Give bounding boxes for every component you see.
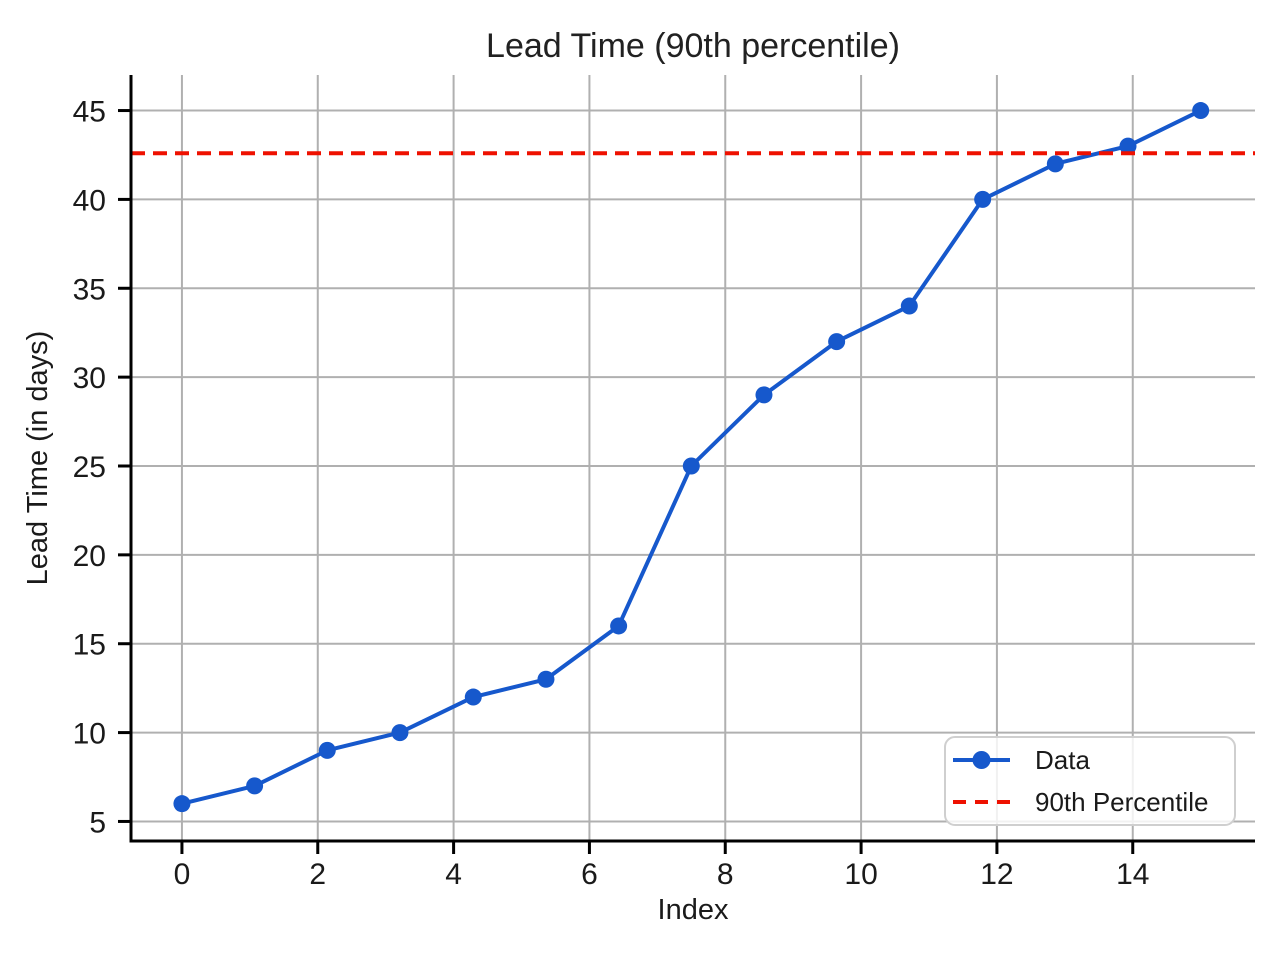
data-point [246,777,264,795]
data-point [900,297,918,315]
data-point [828,333,846,351]
y-axis-label: Lead Time (in days) [22,331,54,586]
x-tick-label: 6 [581,858,598,891]
y-tick-label: 20 [73,540,106,573]
axis-ticks: 0 2 4 6 8 10 12 14 5 10 15 20 25 30 35 40 45 [73,96,1150,891]
legend: Data 90th Percentile [944,736,1236,826]
y-tick-label: 10 [73,718,106,751]
legend-box [944,736,1236,826]
x-tick-label: 14 [1116,858,1149,891]
data-point [682,457,700,475]
legend-data-marker-swatch [972,751,991,769]
y-tick-label: 45 [73,96,106,129]
y-tick-label: 15 [73,629,106,662]
y-tick-label: 40 [73,184,106,217]
y-tick-label: 30 [73,362,106,395]
data-point [610,617,628,635]
data-point [537,670,555,688]
data-point [1192,102,1210,120]
x-tick-label: 12 [980,858,1013,891]
y-tick-label: 25 [73,451,106,484]
x-tick-label: 0 [174,858,191,891]
legend-label-percentile: 90th Percentile [1035,787,1208,817]
data-point [464,688,482,706]
data-point [318,741,336,759]
chart-title: Lead Time (90th percentile) [486,27,900,65]
data-point [173,795,191,813]
legend-swatches [953,751,1010,804]
data-point [974,190,992,208]
data-line [179,108,1203,806]
x-tick-label: 10 [844,858,877,891]
x-tick-label: 2 [309,858,326,891]
data-point [1119,137,1137,155]
data-point [755,386,773,404]
series [131,102,1255,813]
data-point [1046,155,1064,173]
x-axis-label: Index [658,894,729,926]
y-tick-label: 5 [89,806,106,839]
y-tick-label: 35 [73,273,106,306]
data-point [391,724,409,742]
legend-label-data: Data [1035,745,1090,775]
x-tick-label: 4 [445,858,462,891]
x-tick-label: 8 [717,858,734,891]
